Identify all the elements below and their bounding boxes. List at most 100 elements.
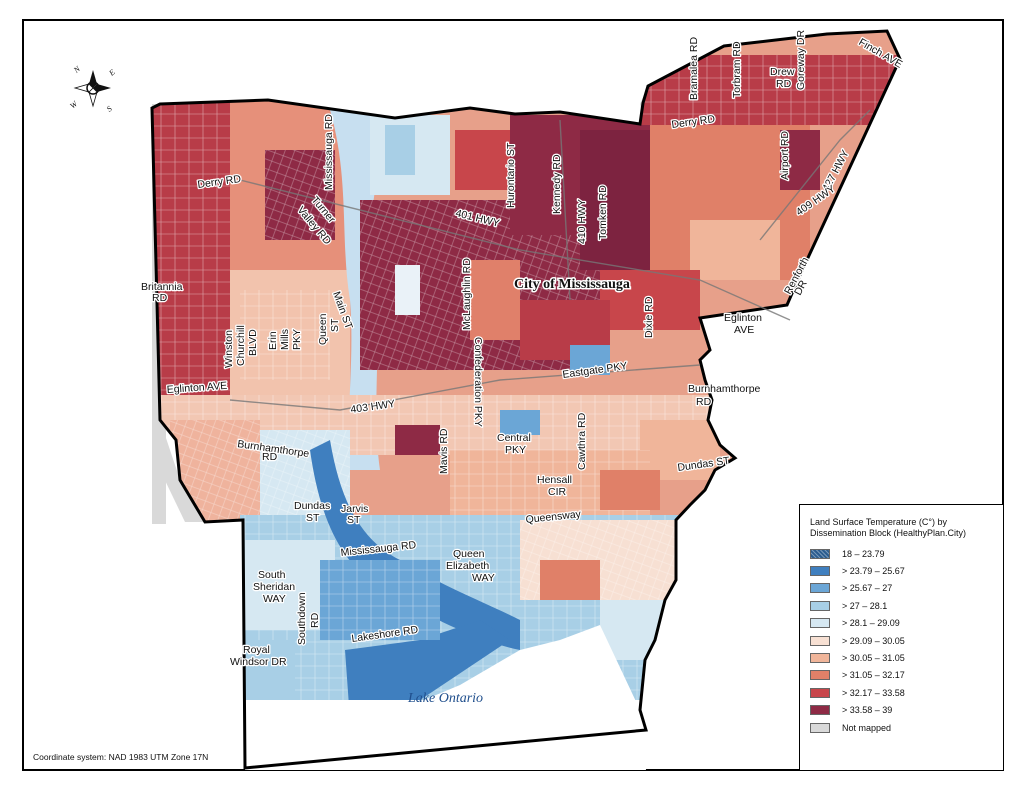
legend-item: > 32.17 – 33.58 — [810, 684, 993, 701]
road-burnhamthorpe-e-1: Burnhamthorpe — [688, 383, 761, 395]
legend-title: Land Surface Temperature (C°) by Dissemi… — [810, 517, 993, 539]
legend: Land Surface Temperature (C°) by Dissemi… — [799, 504, 1004, 771]
legend-swatch — [810, 635, 830, 646]
road-erin-3: PKY — [291, 329, 303, 350]
compass-e: E — [107, 68, 117, 79]
legend-label: > 29.09 – 30.05 — [842, 635, 905, 646]
road-central-2: PKY — [505, 444, 526, 456]
road-hensall-1: Hensall — [537, 474, 572, 486]
road-hensall-2: CIR — [548, 486, 567, 498]
road-dundas-w-2: ST — [306, 512, 320, 524]
legend-label: Not mapped — [842, 722, 892, 733]
road-goreway: Goreway DR — [795, 29, 807, 90]
road-winston-3: BLVD — [247, 329, 259, 356]
road-eglinton-e-2: AVE — [734, 324, 754, 336]
compass-s: S — [105, 104, 114, 113]
road-central-1: Central — [497, 432, 531, 444]
road-hwy410: 410 HWY — [576, 199, 588, 244]
legend-label: > 31.05 – 32.17 — [842, 670, 905, 681]
road-dixie: Dixie RD — [643, 296, 655, 338]
road-mavis: Mavis RD — [438, 428, 450, 474]
legend-label: > 25.67 – 27 — [842, 583, 893, 594]
highway-lines — [229, 109, 871, 411]
legend-item: 18 – 23.79 — [810, 545, 993, 562]
legend-rows: 18 – 23.79 > 23.79 – 25.67 > 25.67 – 27 > 2… — [810, 545, 993, 736]
legend-item: > 33.58 – 39 — [810, 702, 993, 719]
road-mississauga-n: Mississauga RD — [323, 114, 335, 190]
legend-label: > 30.05 – 31.05 — [842, 653, 905, 664]
road-drew-1: Drew — [770, 66, 795, 78]
road-queen-elizabeth-1: Queen — [453, 548, 485, 560]
road-bramalea: Bramalea RD — [688, 37, 700, 100]
road-torbram: Torbram RD — [731, 41, 743, 98]
legend-swatch — [810, 566, 830, 577]
road-queen-elizabeth-3: WAY — [472, 572, 495, 584]
legend-item: Not mapped — [810, 719, 993, 736]
legend-item: > 28.1 – 29.09 — [810, 615, 993, 632]
legend-swatch — [810, 705, 830, 716]
legend-label: > 27 – 28.1 — [842, 600, 888, 611]
legend-label: > 23.79 – 25.67 — [842, 566, 905, 577]
road-south-sheridan-1: South — [258, 569, 286, 581]
lake-label: Lake Ontario — [407, 691, 483, 706]
road-erin-1: Erin — [267, 331, 279, 350]
legend-item: > 27 – 28.1 — [810, 597, 993, 614]
road-royal-windsor-1: Royal — [243, 644, 270, 656]
legend-item: > 25.67 – 27 — [810, 580, 993, 597]
road-kennedy: Kennedy RD — [551, 154, 563, 214]
road-south-sheridan-2: Sheridan — [253, 581, 295, 593]
road-mclaughlin: McLaughlin RD — [461, 258, 473, 330]
road-winston-2: Churchill — [235, 325, 247, 366]
legend-item: > 30.05 – 31.05 — [810, 649, 993, 666]
road-southdown-2: RD — [309, 612, 321, 628]
temperature-choropleth — [152, 31, 900, 768]
road-burnhamthorpe-w-2: RD — [262, 451, 278, 463]
compass-w: W — [68, 98, 80, 110]
legend-label: > 33.58 – 39 — [842, 705, 893, 716]
road-airport: Airport RD — [779, 131, 791, 180]
legend-swatch — [810, 653, 830, 664]
road-eglinton-e-1: Eglinton — [724, 312, 762, 324]
road-britannia-2: RD — [152, 292, 168, 304]
city-label: City of Mississauga — [514, 277, 630, 292]
legend-swatch — [810, 600, 830, 611]
city-boundary — [150, 29, 902, 770]
coordinate-system-note: Coordinate system: NAD 1983 UTM Zone 17N — [33, 752, 209, 762]
road-winston-1: Winston — [223, 330, 235, 368]
road-queen-n-2: ST — [329, 318, 341, 332]
legend-swatch — [810, 583, 830, 594]
legend-title-line1: Land Surface Temperature (C°) by — [810, 517, 947, 527]
road-hurontario: Hurontario ST — [505, 142, 517, 208]
legend-label: > 32.17 – 33.58 — [842, 687, 905, 698]
road-royal-windsor-2: Windsor DR — [230, 656, 287, 668]
road-drew-2: RD — [776, 78, 792, 90]
road-jarvis-1: Jarvis — [341, 503, 368, 515]
legend-swatch — [810, 548, 830, 559]
legend-label: 18 – 23.79 — [842, 548, 885, 559]
road-britannia-1: Britannia — [141, 281, 183, 293]
legend-item: > 29.09 – 30.05 — [810, 632, 993, 649]
road-jarvis-2: ST — [347, 514, 361, 526]
road-eglinton-w: Eglinton AVE — [166, 380, 227, 396]
road-confederation: Confederation PKY — [472, 337, 484, 427]
road-burnhamthorpe-e-2: RD — [696, 396, 712, 408]
legend-swatch — [810, 722, 830, 733]
compass-rose: N S E W — [68, 64, 117, 114]
road-dundas-w-1: Dundas — [294, 500, 330, 512]
road-tomken: Tomken RD — [597, 185, 609, 240]
road-erin-2: Mills — [279, 329, 291, 350]
compass-n: N — [71, 64, 82, 75]
road-queen-n-1: Queen — [317, 313, 329, 345]
legend-label: > 28.1 – 29.09 — [842, 618, 900, 629]
lake-ontario-water — [245, 625, 646, 770]
legend-item: > 31.05 – 32.17 — [810, 667, 993, 684]
road-south-sheridan-3: WAY — [263, 593, 286, 605]
legend-swatch — [810, 687, 830, 698]
road-queen-elizabeth-2: Elizabeth — [446, 560, 489, 572]
road-cawthra: Cawthra RD — [576, 412, 588, 470]
legend-title-line2: Dissemination Block (HealthyPlan.City) — [810, 528, 967, 538]
legend-swatch — [810, 618, 830, 629]
legend-swatch — [810, 670, 830, 681]
legend-item: > 23.79 – 25.67 — [810, 562, 993, 579]
